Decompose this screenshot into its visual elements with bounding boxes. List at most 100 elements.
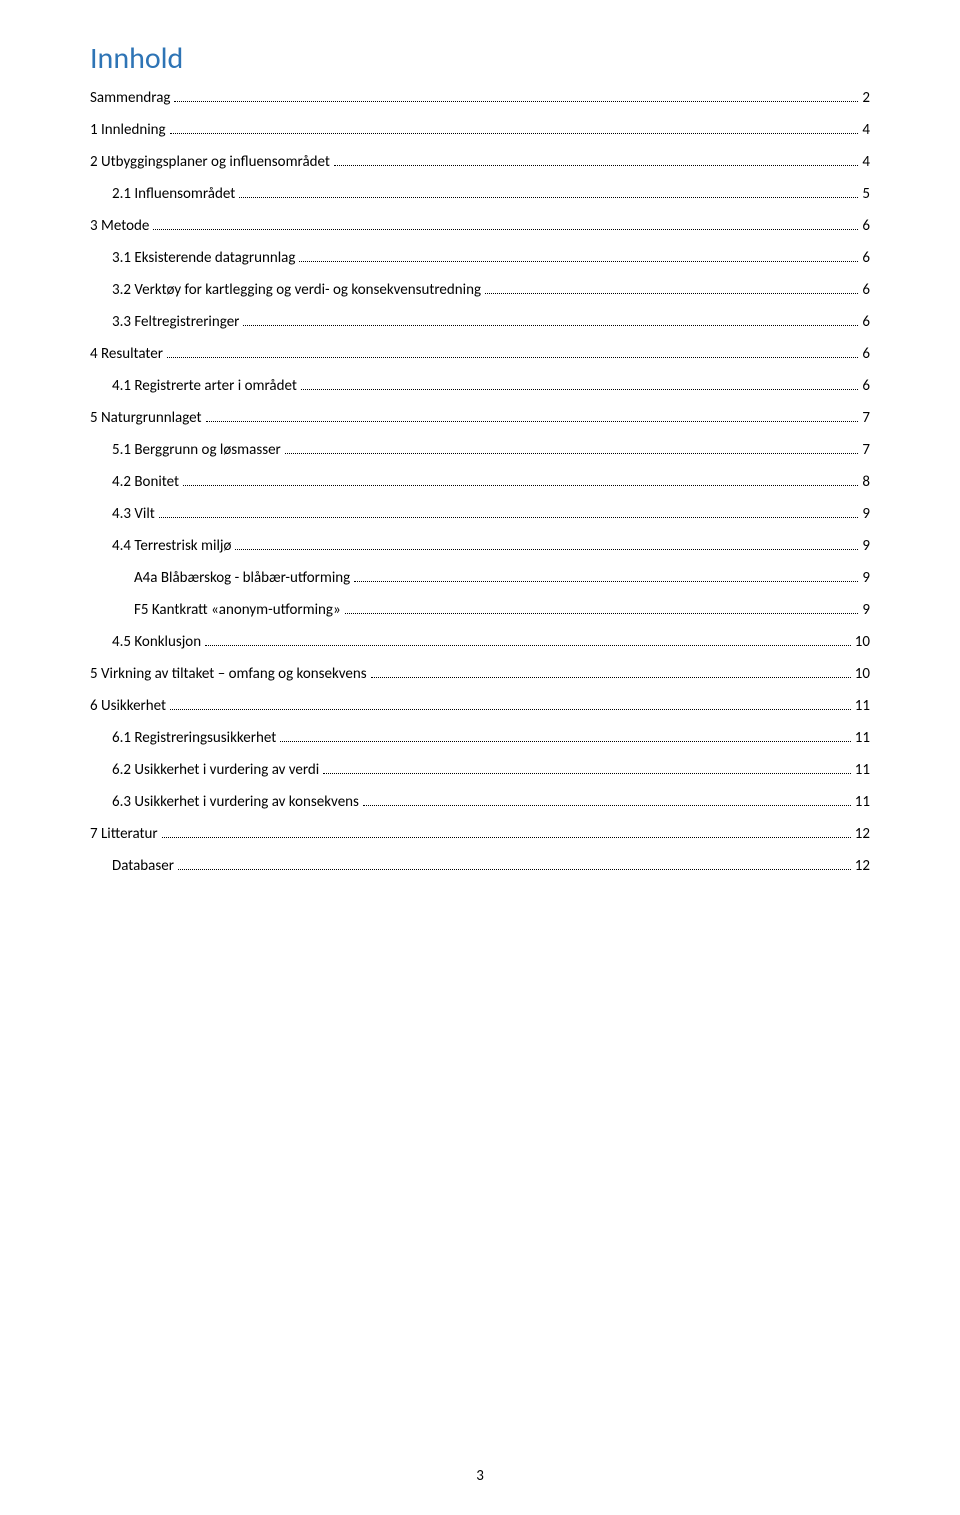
toc-leader-dots	[235, 549, 858, 550]
toc-entry[interactable]: 3.3 Feltregistreringer 6	[90, 315, 870, 330]
toc-entry-label: 6.2 Usikkerhet i vurdering av verdi	[112, 763, 319, 778]
toc-leader-dots	[167, 357, 858, 358]
toc-entry[interactable]: 1 Innledning 4	[90, 123, 870, 138]
toc-entry-label: 4 Resultater	[90, 347, 163, 362]
toc-title: Innhold	[90, 40, 870, 77]
toc-entry-page: 7	[862, 443, 870, 458]
toc-leader-dots	[280, 741, 851, 742]
toc-entry-label: 5.1 Berggrunn og løsmasser	[112, 443, 281, 458]
toc-entry-label: Sammendrag	[90, 91, 170, 106]
toc-entry-page: 6	[862, 315, 870, 330]
toc-entry-label: 4.5 Konklusjon	[112, 635, 201, 650]
toc-entry[interactable]: 4.4 Terrestrisk miljø 9	[90, 539, 870, 554]
toc-entry-label: 3 Metode	[90, 219, 149, 234]
toc-entry-label: F5 Kantkratt «anonym-utforming»	[134, 603, 341, 618]
toc-entry-page: 6	[862, 379, 870, 394]
toc-entry[interactable]: 4.1 Registrerte arter i området 6	[90, 379, 870, 394]
toc-entry[interactable]: Sammendrag 2	[90, 91, 870, 106]
toc-entry-page: 12	[855, 859, 870, 874]
toc-entry[interactable]: 3.2 Verktøy for kartlegging og verdi- og…	[90, 283, 870, 298]
toc-entry[interactable]: 4 Resultater 6	[90, 347, 870, 362]
toc-leader-dots	[334, 165, 858, 166]
toc-leader-dots	[205, 645, 851, 646]
toc-entry[interactable]: 5.1 Berggrunn og løsmasser 7	[90, 443, 870, 458]
toc-leader-dots	[153, 229, 858, 230]
toc-leader-dots	[159, 517, 859, 518]
toc-leader-dots	[206, 421, 859, 422]
toc-leader-dots	[285, 453, 859, 454]
toc-entry-label: 5 Naturgrunnlaget	[90, 411, 202, 426]
document-page: Innhold Sammendrag 21 Innledning 42 Utby…	[0, 0, 960, 1515]
toc-entry-label: 7 Litteratur	[90, 827, 158, 842]
toc-entry-page: 9	[862, 539, 870, 554]
toc-entry-page: 10	[855, 667, 870, 682]
toc-entry-page: 11	[855, 763, 870, 778]
toc-entry-label: 6 Usikkerhet	[90, 699, 166, 714]
toc-entry[interactable]: 4.5 Konklusjon 10	[90, 635, 870, 650]
toc-entry-label: 3.1 Eksisterende datagrunnlag	[112, 251, 295, 266]
toc-entry-label: 3.3 Feltregistreringer	[112, 315, 239, 330]
page-number: 3	[0, 1467, 960, 1485]
toc-leader-dots	[174, 101, 858, 102]
toc-leader-dots	[323, 773, 851, 774]
toc-entry-page: 9	[862, 507, 870, 522]
toc-entry-label: A4a Blåbærskog - blåbær-utforming	[134, 571, 350, 586]
toc-entry-label: 3.2 Verktøy for kartlegging og verdi- og…	[112, 283, 481, 298]
toc-entry-page: 6	[862, 251, 870, 266]
toc-leader-dots	[363, 805, 851, 806]
toc-leader-dots	[170, 133, 859, 134]
toc-leader-dots	[162, 837, 851, 838]
toc-leader-dots	[170, 709, 851, 710]
toc-entry-page: 11	[855, 699, 870, 714]
toc-entry-page: 11	[855, 731, 870, 746]
toc-entry[interactable]: 2.1 Influensområdet 5	[90, 187, 870, 202]
toc-entry[interactable]: Databaser 12	[90, 859, 870, 874]
toc-entry-page: 6	[862, 219, 870, 234]
toc-leader-dots	[345, 613, 859, 614]
toc-entry-page: 9	[862, 603, 870, 618]
toc-entry-label: Databaser	[112, 859, 174, 874]
toc-entry-page: 4	[862, 155, 870, 170]
toc-entry[interactable]: A4a Blåbærskog - blåbær-utforming 9	[90, 571, 870, 586]
toc-leader-dots	[354, 581, 858, 582]
toc-entry-page: 4	[862, 123, 870, 138]
toc-entry[interactable]: 7 Litteratur 12	[90, 827, 870, 842]
toc-entry[interactable]: 4.3 Vilt 9	[90, 507, 870, 522]
toc-entry-label: 6.1 Registreringsusikkerhet	[112, 731, 276, 746]
toc-entry-page: 9	[862, 571, 870, 586]
toc-entry[interactable]: F5 Kantkratt «anonym-utforming» 9	[90, 603, 870, 618]
toc-leader-dots	[183, 485, 858, 486]
toc-entry-label: 4.2 Bonitet	[112, 475, 179, 490]
toc-entry-page: 5	[862, 187, 870, 202]
toc-entry[interactable]: 3 Metode 6	[90, 219, 870, 234]
toc-entry-label: 4.1 Registrerte arter i området	[112, 379, 297, 394]
toc-entry[interactable]: 6.3 Usikkerhet i vurdering av konsekvens…	[90, 795, 870, 810]
toc-leader-dots	[301, 389, 859, 390]
toc-list: Sammendrag 21 Innledning 42 Utbyggingspl…	[90, 91, 870, 874]
toc-entry[interactable]: 6.2 Usikkerhet i vurdering av verdi 11	[90, 763, 870, 778]
toc-leader-dots	[178, 869, 851, 870]
toc-entry-label: 4.3 Vilt	[112, 507, 155, 522]
toc-entry-label: 4.4 Terrestrisk miljø	[112, 539, 231, 554]
toc-entry-label: 1 Innledning	[90, 123, 166, 138]
toc-entry-label: 5 Virkning av tiltaket – omfang og konse…	[90, 667, 367, 682]
toc-entry-page: 10	[855, 635, 870, 650]
toc-entry[interactable]: 2 Utbyggingsplaner og influensområdet 4	[90, 155, 870, 170]
toc-entry-page: 2	[862, 91, 870, 106]
toc-entry-page: 8	[862, 475, 870, 490]
toc-entry-page: 7	[862, 411, 870, 426]
toc-entry[interactable]: 5 Naturgrunnlaget 7	[90, 411, 870, 426]
toc-entry-page: 12	[855, 827, 870, 842]
toc-leader-dots	[371, 677, 851, 678]
toc-entry[interactable]: 5 Virkning av tiltaket – omfang og konse…	[90, 667, 870, 682]
toc-entry[interactable]: 6 Usikkerhet 11	[90, 699, 870, 714]
toc-leader-dots	[239, 197, 858, 198]
toc-entry-label: 6.3 Usikkerhet i vurdering av konsekvens	[112, 795, 359, 810]
toc-entry-label: 2.1 Influensområdet	[112, 187, 235, 202]
toc-entry[interactable]: 4.2 Bonitet 8	[90, 475, 870, 490]
toc-entry[interactable]: 6.1 Registreringsusikkerhet 11	[90, 731, 870, 746]
toc-entry-label: 2 Utbyggingsplaner og influensområdet	[90, 155, 330, 170]
toc-entry-page: 6	[862, 347, 870, 362]
toc-entry[interactable]: 3.1 Eksisterende datagrunnlag 6	[90, 251, 870, 266]
toc-entry-page: 6	[862, 283, 870, 298]
